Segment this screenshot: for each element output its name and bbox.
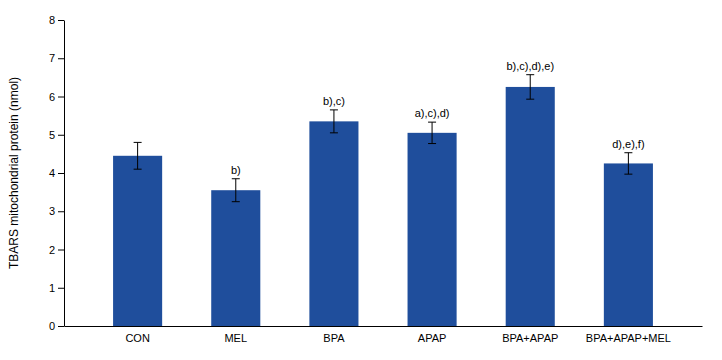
x-tick: APAP — [418, 332, 447, 344]
x-tick-label: MEL — [224, 332, 247, 344]
x-tick-label: CON — [125, 332, 150, 344]
plot-area: 0 1 2 3 4 5 6 7 8 CON MEL BPA APAP BPA+APAP BPA+APAP+M… — [49, 14, 703, 344]
annotation: b) — [231, 164, 241, 176]
error-bar — [134, 142, 142, 169]
annotation: a),c),d) — [415, 107, 450, 119]
x-tick-label: APAP — [418, 332, 447, 344]
y-tick-label: 1 — [49, 282, 55, 294]
y-tick-label: 6 — [49, 91, 55, 103]
y-axis-line — [64, 21, 65, 327]
annotation: b),c),d),e) — [506, 60, 554, 72]
y-tick-label: 7 — [49, 52, 55, 64]
bar — [408, 133, 457, 326]
y-tick-label: 8 — [49, 14, 55, 26]
error-bar — [330, 110, 338, 133]
y-tick: 1 — [49, 282, 64, 294]
x-tick: BPA+APAP — [502, 332, 558, 344]
y-tick-label: 3 — [49, 205, 55, 217]
x-axis: CON MEL BPA APAP BPA+APAP BPA+APAP+MEL — [65, 327, 703, 344]
y-tick-label: 0 — [49, 320, 55, 332]
x-tick-label: BPA+APAP+MEL — [586, 332, 671, 344]
chart: 0 1 2 3 4 5 6 7 8 CON MEL BPA APAP BPA+APAP BPA+APAP+M… — [0, 0, 722, 360]
error-bar — [526, 75, 534, 99]
bar — [211, 190, 260, 326]
y-tick: 4 — [49, 167, 64, 179]
y-tick-mark — [58, 250, 64, 251]
x-tick: MEL — [224, 332, 247, 344]
y-tick-mark — [58, 173, 64, 174]
y-tick: 3 — [49, 205, 64, 217]
y-tick-mark — [58, 326, 64, 327]
y-tick-label: 5 — [49, 129, 55, 141]
y-axis-title: TBARS mitochondrial protein (nmol) — [7, 77, 21, 269]
x-tick-label: BPA+APAP — [502, 332, 558, 344]
x-tick: CON — [125, 332, 150, 344]
bar — [113, 156, 162, 326]
y-tick: 8 — [49, 14, 64, 26]
annotations: b) b),c) a),c),d) b),c),d),e) d),e),f) — [231, 60, 645, 176]
y-tick-mark — [58, 20, 64, 21]
y-axis: 0 1 2 3 4 5 6 7 8 — [49, 14, 65, 332]
y-tick-mark — [58, 135, 64, 136]
marks — [113, 75, 653, 326]
x-tick: BPA+APAP+MEL — [586, 332, 671, 344]
bar — [604, 163, 653, 326]
y-tick: 6 — [49, 91, 64, 103]
y-tick: 0 — [49, 320, 64, 332]
y-tick-mark — [58, 211, 64, 212]
y-tick: 7 — [49, 52, 64, 64]
y-tick-mark — [58, 58, 64, 59]
x-axis-line — [65, 326, 703, 327]
x-tick-label: BPA — [323, 332, 345, 344]
annotation: b),c) — [323, 95, 345, 107]
y-tick-mark — [58, 97, 64, 98]
bar — [309, 121, 358, 326]
error-bar — [232, 179, 240, 202]
bar — [506, 87, 555, 326]
y-tick: 5 — [49, 129, 64, 141]
y-tick-label: 4 — [49, 167, 55, 179]
error-bar — [624, 153, 632, 174]
y-tick-mark — [58, 288, 64, 289]
y-tick: 2 — [49, 244, 64, 256]
annotation: d),e),f) — [612, 138, 644, 150]
error-bar — [428, 122, 436, 143]
y-tick-label: 2 — [49, 244, 55, 256]
x-tick: BPA — [323, 332, 345, 344]
